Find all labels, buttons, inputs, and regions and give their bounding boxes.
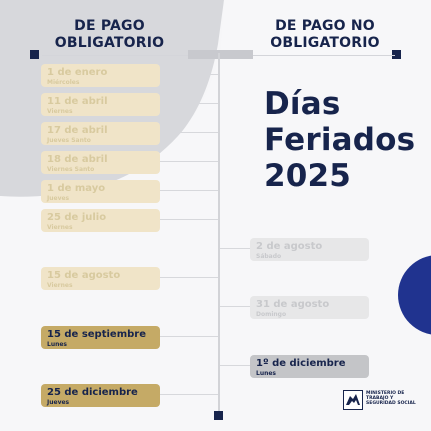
holiday-card: 17 de abril Jueves Santo	[41, 122, 160, 145]
holiday-date: 2 de agosto	[256, 241, 323, 252]
ministry-logo-text: MINISTERIO DE TRABAJO Y SEGURIDAD SOCIAL	[366, 391, 420, 406]
holiday-card: 15 de septiembre Lunes	[41, 326, 160, 349]
timeline-connector	[160, 161, 218, 162]
holiday-day: Lunes	[256, 370, 277, 377]
top-timeline-bar	[188, 50, 253, 59]
timeline-connector	[160, 132, 218, 133]
holiday-day: Viernes Santo	[47, 166, 95, 173]
holiday-date: 18 de abril	[47, 154, 108, 165]
poster-title: Días Feriados 2025	[264, 86, 424, 194]
holiday-date: 25 de diciembre	[47, 387, 138, 398]
optional-pay-header: DE PAGO NO OBLIGATORIO	[250, 18, 400, 52]
holiday-date: 1 de mayo	[47, 183, 106, 194]
holiday-date: 11 de abril	[47, 96, 108, 107]
optional-pay-header-line-1: DE PAGO NO	[275, 18, 375, 34]
timeline-connector	[220, 306, 250, 307]
holiday-day: Miércoles	[47, 79, 80, 86]
mandatory-pay-header-line-1: DE PAGO	[74, 18, 145, 34]
holiday-date: 1º de diciembre	[256, 358, 346, 369]
timeline-connector	[160, 103, 218, 104]
vertical-timeline	[218, 53, 220, 417]
holiday-day: Jueves	[47, 195, 70, 202]
holiday-card: 31 de agosto Domingo	[250, 296, 369, 319]
square-marker-icon	[214, 411, 223, 420]
timeline-connector	[160, 74, 218, 75]
holiday-day: Jueves Santo	[47, 137, 91, 144]
holiday-date: 31 de agosto	[256, 299, 330, 310]
holiday-card: 1 de mayo Jueves	[41, 180, 160, 203]
timeline-connector	[160, 277, 218, 278]
mandatory-pay-header: DE PAGO OBLIGATORIO	[47, 18, 172, 52]
poster-title-line-1: Días	[264, 86, 341, 122]
holiday-date: 1 de enero	[47, 67, 108, 78]
holiday-date: 17 de abril	[47, 125, 108, 136]
ministry-logo: MINISTERIO DE TRABAJO Y SEGURIDAD SOCIAL	[343, 388, 421, 410]
holiday-day: Domingo	[256, 311, 287, 318]
timeline-connector	[160, 219, 218, 220]
holiday-day: Viernes	[47, 224, 73, 231]
ministry-logo-icon	[343, 390, 363, 410]
holiday-date: 15 de septiembre	[47, 329, 146, 340]
holiday-day: Sábado	[256, 253, 282, 260]
holiday-day: Viernes	[47, 108, 73, 115]
mandatory-pay-header-line-2: OBLIGATORIO	[54, 35, 165, 51]
timeline-connector	[220, 365, 250, 366]
holiday-date: 25 de julio	[47, 212, 107, 223]
poster-title-line-3: 2025	[264, 158, 352, 194]
holiday-day: Jueves	[47, 399, 70, 406]
holiday-card: 2 de agosto Sábado	[250, 238, 369, 261]
holiday-date: 15 de agosto	[47, 270, 121, 281]
timeline-connector	[220, 248, 250, 249]
timeline-connector	[160, 190, 218, 191]
holiday-card: 1 de enero Miércoles	[41, 64, 160, 87]
holiday-card: 25 de julio Viernes	[41, 209, 160, 232]
optional-pay-header-line-2: OBLIGATORIO	[270, 35, 380, 51]
holiday-card: 1º de diciembre Lunes	[250, 355, 369, 378]
holiday-card: 18 de abril Viernes Santo	[41, 151, 160, 174]
holiday-card: 25 de diciembre Jueves	[41, 384, 160, 407]
square-marker-icon	[30, 50, 39, 59]
holiday-card: 15 de agosto Viernes	[41, 267, 160, 290]
holiday-day: Viernes	[47, 282, 73, 289]
holiday-card: 11 de abril Viernes	[41, 93, 160, 116]
logo-line-3: SEGURIDAD SOCIAL	[366, 401, 416, 406]
holiday-day: Lunes	[47, 341, 68, 348]
timeline-connector	[160, 336, 218, 337]
logo-line-2: TRABAJO Y	[366, 396, 394, 401]
poster-title-line-2: Feriados	[264, 122, 416, 158]
square-marker-icon	[392, 50, 401, 59]
timeline-connector	[160, 394, 218, 395]
logo-line-1: MINISTERIO DE	[366, 391, 405, 396]
